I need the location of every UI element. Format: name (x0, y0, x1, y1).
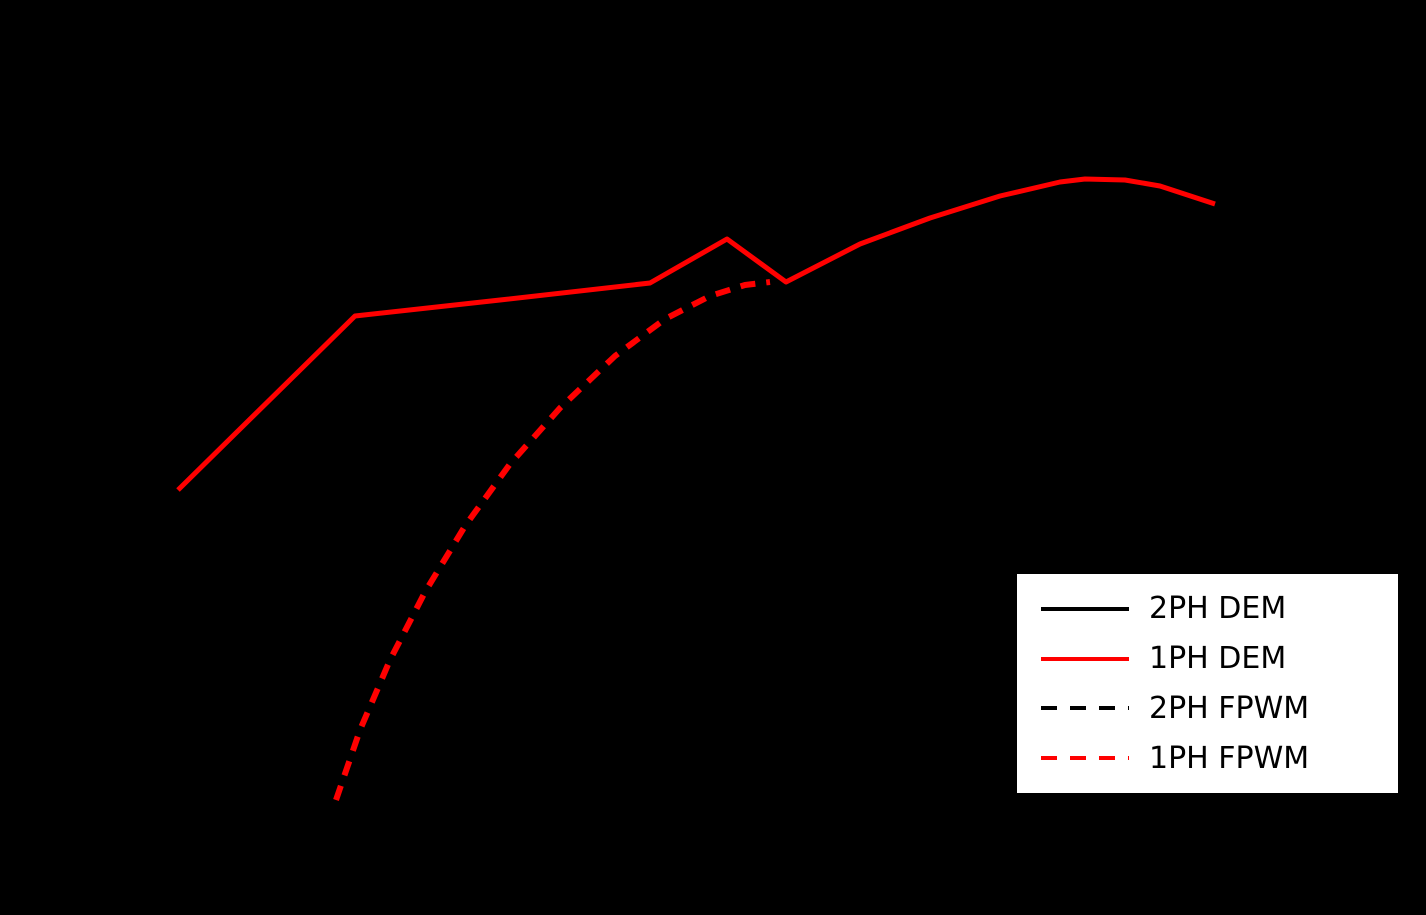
legend-line-sample (1041, 706, 1129, 711)
legend-item: 2PH FPWM (1039, 691, 1398, 726)
legend-item: 2PH DEM (1039, 591, 1398, 626)
legend-line-sample (1041, 756, 1129, 761)
legend-label: 1PH DEM (1149, 641, 1287, 677)
legend-line-sample (1041, 656, 1129, 661)
legend-label: 2PH DEM (1149, 591, 1287, 627)
legend-label: 2PH FPWM (1149, 690, 1310, 726)
series-1ph-dem (176, 176, 1216, 492)
series-1ph-fpwm (333, 279, 771, 801)
legend-item: 1PH FPWM (1039, 741, 1398, 776)
legend-item: 1PH DEM (1039, 641, 1398, 676)
legend-label: 1PH FPWM (1149, 740, 1310, 776)
legend-line-sample (1041, 606, 1129, 611)
legend: 2PH DEM 1PH DEM 2PH FPWM 1PH FPWM (1015, 572, 1400, 795)
